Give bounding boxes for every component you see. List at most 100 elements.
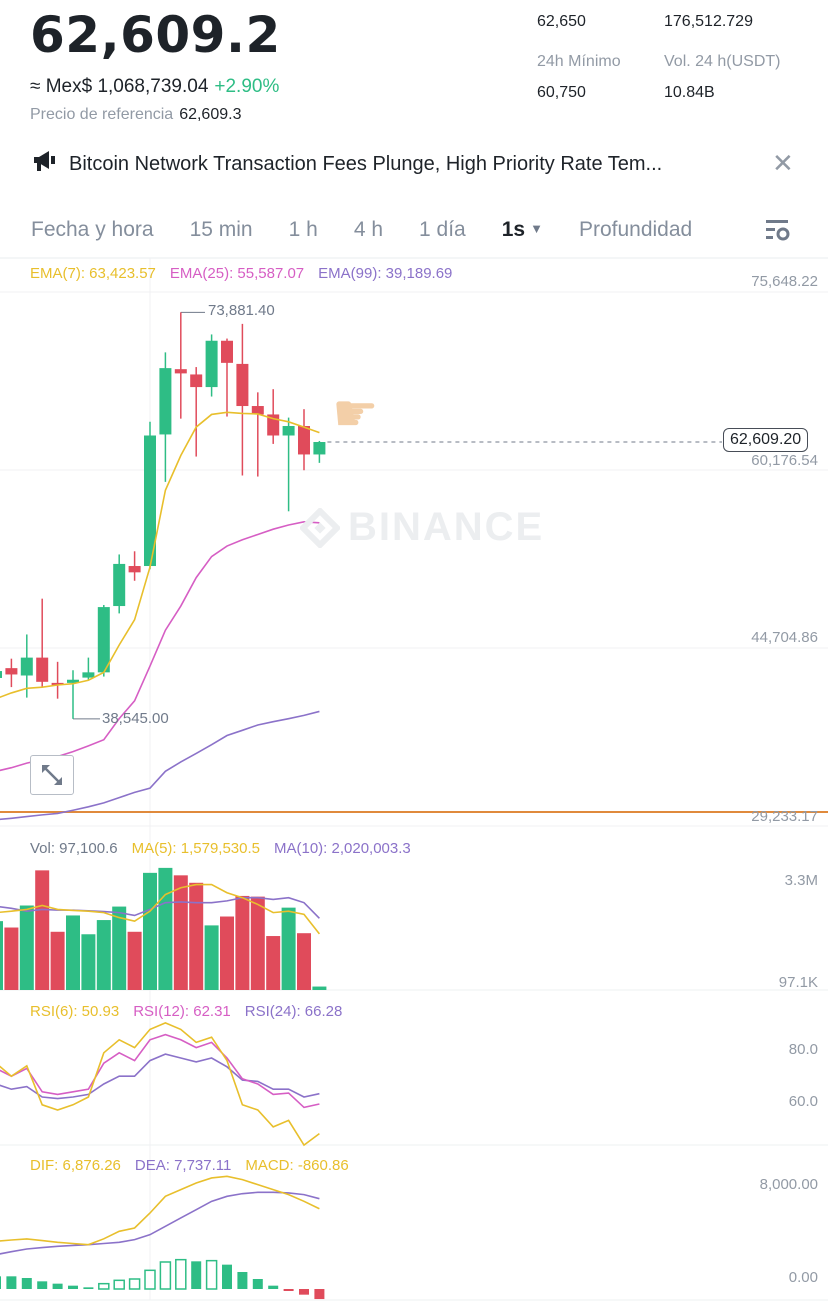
rsi6-label: RSI(6): 50.93 (30, 1003, 120, 1020)
ema7-line (0, 411, 320, 699)
rsi24-label: RSI(24): 66.28 (244, 1003, 343, 1020)
ma10-line (0, 896, 320, 919)
fiat-value: ≈ Mex$ 1,068,739.04 (30, 76, 209, 97)
macd-bar (83, 1287, 94, 1289)
volume-bar (281, 907, 296, 990)
vol-btc-value: 176,512.729 (664, 13, 753, 30)
volume-bar (235, 895, 250, 990)
pointing-hand-icon: ☛ (332, 385, 379, 443)
candle-body (128, 566, 141, 573)
macd-bar (37, 1281, 48, 1289)
macd-bar (21, 1277, 32, 1289)
chart-settings-icon[interactable] (764, 218, 792, 249)
candle-body (144, 435, 156, 567)
volume-bar (204, 925, 219, 990)
ema99-line (0, 710, 320, 821)
candle-body (113, 563, 126, 607)
volume-bar (50, 931, 65, 990)
volume-bar (127, 931, 142, 990)
tab-1s[interactable]: 1s ▼ (502, 218, 543, 242)
tab-1s-label: 1s (501, 218, 526, 241)
ema99-label: EMA(99): 39,189.69 (318, 265, 453, 282)
price-tick-2: 44,704.86 (751, 629, 818, 646)
vol-usdt-label: Vol. 24 h(USDT) (664, 53, 781, 70)
price-tick-3: 29,233.17 (751, 808, 818, 825)
macd-bar (268, 1285, 279, 1289)
ema25-label: EMA(25): 55,587.07 (169, 265, 305, 282)
rsi-chart (0, 1022, 320, 1147)
binance-watermark: BINANCE (300, 505, 544, 550)
tab-fecha-hora[interactable]: Fecha y hora (31, 218, 154, 241)
volume-bar (158, 867, 173, 990)
close-icon[interactable]: ✕ (772, 148, 794, 178)
volume-bar (81, 934, 96, 990)
volume-bar (35, 870, 50, 990)
candle-body (20, 657, 33, 676)
vol-usdt-value: 10.84B (664, 84, 715, 101)
macd-chart (0, 1175, 325, 1300)
macd-bar (98, 1282, 110, 1290)
macd-tick-0: 8,000.00 (759, 1176, 818, 1193)
macd-bar (113, 1279, 125, 1290)
rsi-tick-1: 60.0 (788, 1093, 818, 1110)
macd-bar (159, 1261, 172, 1290)
macd-bar (237, 1271, 248, 1289)
megaphone-icon (33, 150, 57, 178)
reference-label: Precio de referencia (30, 106, 174, 123)
candle-body (159, 368, 172, 435)
tab-15min[interactable]: 15 min (189, 218, 253, 241)
volume-bar (297, 933, 311, 990)
grid (0, 258, 828, 1301)
rsi24-line (0, 1053, 320, 1100)
volume-bar (143, 872, 157, 990)
dea-label: DEA: 7,737.11 (134, 1157, 232, 1174)
macd-label: MACD: -860.86 (245, 1157, 349, 1174)
volume-bar (4, 927, 19, 990)
timeframe-tabs: Fecha y hora 15 min 1 h 4 h 1 día 1s ▼ Pr… (31, 218, 728, 242)
volume-bar (250, 896, 265, 990)
candle-chart (0, 311, 828, 821)
volume-bar (112, 906, 127, 990)
volume-legend: Vol: 97,100.6 MA(5): 1,579,530.5 MA(10):… (30, 840, 411, 857)
macd-bar (128, 1278, 141, 1290)
candle-body (221, 340, 233, 363)
volume-bar (96, 920, 111, 990)
candle-body (51, 682, 64, 685)
candle-body (82, 672, 95, 678)
candle-body (190, 374, 203, 388)
rsi12-line (0, 1033, 320, 1109)
macd-tick-1: 0.00 (788, 1269, 818, 1286)
candle-body (298, 426, 310, 455)
volume-bar (220, 916, 234, 990)
news-text: Bitcoin Network Transaction Fees Plunge,… (69, 152, 663, 175)
candle-body (313, 442, 326, 455)
vol-label: Vol: 97,100.6 (30, 840, 118, 857)
tab-4h[interactable]: 4 h (353, 218, 384, 241)
expand-icon[interactable] (30, 755, 74, 795)
tab-profundidad[interactable]: Profundidad (578, 218, 693, 241)
reference-value: 62,609.3 (179, 106, 242, 123)
price-tick-1: 60,176.54 (751, 452, 818, 469)
low-24h-value: 60,750 (537, 84, 586, 101)
last-price: 62,609.2 (30, 6, 281, 64)
watermark-text: BINANCE (348, 505, 545, 549)
ema7-label: EMA(7): 63,423.57 (30, 265, 156, 282)
low-marker-label: 38,545.00 (102, 710, 169, 727)
high-24h-value: 62,650 (537, 13, 586, 30)
rsi6-line (0, 1022, 320, 1147)
tab-1h[interactable]: 1 h (288, 218, 318, 241)
reference-price: Precio de referencia 62,609.3 (30, 106, 241, 124)
macd-bar (314, 1289, 325, 1300)
vol-tick-1: 97.1K (778, 974, 818, 991)
tab-1dia[interactable]: 1 día (419, 218, 466, 241)
news-banner[interactable]: Bitcoin Network Transaction Fees Plunge,… (33, 150, 662, 178)
candle-body (236, 363, 249, 407)
macd-bar (222, 1264, 232, 1289)
last-price-tag[interactable]: 62,609.20 (723, 428, 809, 452)
candle-body (251, 406, 264, 415)
macd-bar (205, 1259, 218, 1290)
macd-bar (175, 1258, 187, 1290)
macd-bar (6, 1276, 17, 1289)
candle-body (97, 607, 110, 673)
